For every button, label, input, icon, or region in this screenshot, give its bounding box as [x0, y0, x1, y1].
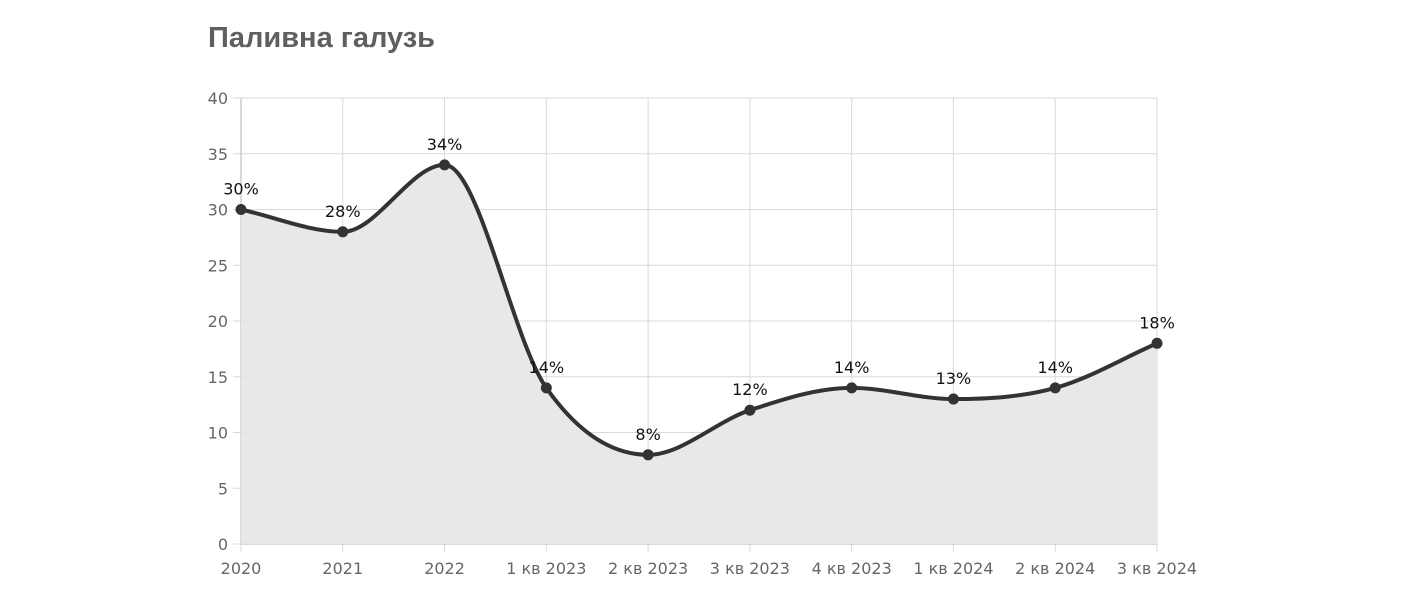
- x-tick-label: 4 кв 2023: [812, 559, 892, 578]
- data-point: [1049, 382, 1061, 394]
- data-label: 30%: [223, 180, 259, 199]
- chart-title: Паливна галузь: [208, 22, 435, 54]
- data-labels: 30% 28% 34% 14% 8% 12% 14% 13% 14% 18%: [223, 135, 1175, 444]
- x-tick-label: 2020: [221, 559, 262, 578]
- y-tick-label: 35: [208, 145, 228, 164]
- y-tick-label: 10: [208, 424, 228, 443]
- x-tick-label: 1 кв 2023: [506, 559, 586, 578]
- series-line: [240, 162, 1158, 457]
- y-tick-label: 40: [208, 89, 228, 108]
- data-point: [439, 159, 451, 171]
- data-label: 28%: [325, 202, 361, 221]
- x-tick-label: 2021: [322, 559, 363, 578]
- x-tick-label: 2 кв 2024: [1015, 559, 1095, 578]
- x-tick-label: 2022: [424, 559, 465, 578]
- data-label: 14%: [834, 358, 870, 377]
- y-tick-label: 15: [208, 368, 228, 387]
- data-points: [235, 159, 1163, 461]
- series-area-fill: [241, 164, 1157, 544]
- data-label: 34%: [427, 135, 463, 154]
- x-axis-ticks: 2020 2021 2022 1 кв 2023 2 кв 2023 3 кв 2023 4…: [221, 559, 1197, 578]
- x-tick-label: 3 кв 2024: [1117, 559, 1197, 578]
- y-tick-label: 25: [208, 256, 228, 275]
- data-point: [744, 404, 756, 416]
- data-point: [846, 382, 858, 394]
- data-label: 13%: [936, 369, 972, 388]
- y-tick-label: 0: [218, 535, 228, 554]
- data-label: 18%: [1139, 313, 1175, 332]
- data-point: [642, 449, 654, 461]
- x-tick-label: 1 кв 2024: [913, 559, 993, 578]
- data-point: [337, 226, 349, 238]
- data-label: 8%: [635, 425, 660, 444]
- x-tick-label: 2 кв 2023: [608, 559, 688, 578]
- y-tick-label: 30: [208, 201, 228, 220]
- y-tick-label: 5: [218, 479, 228, 498]
- data-point: [947, 393, 959, 405]
- data-point: [235, 204, 247, 215]
- x-tick-label: 3 кв 2023: [710, 559, 790, 578]
- y-tick-label: 20: [208, 312, 228, 331]
- data-label: 12%: [732, 380, 768, 399]
- y-axis-ticks: 0 5 10 15 20 25 30 35 40: [208, 89, 228, 554]
- data-label: 14%: [529, 358, 565, 377]
- data-label: 14%: [1037, 358, 1073, 377]
- data-point: [1151, 337, 1163, 349]
- data-point: [540, 382, 552, 394]
